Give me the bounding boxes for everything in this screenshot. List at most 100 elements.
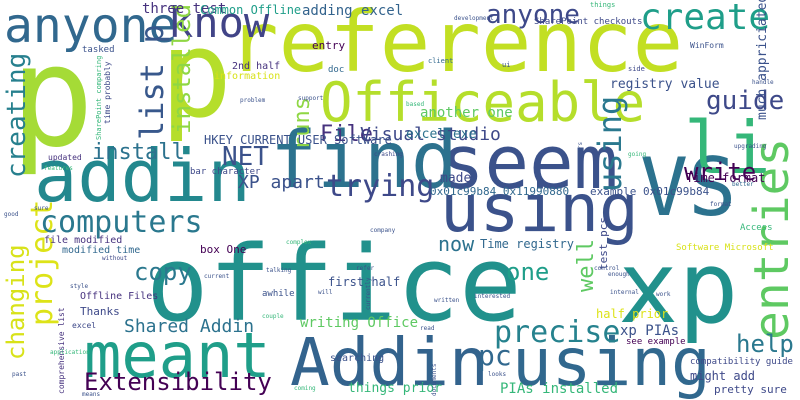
word-read: read bbox=[420, 325, 435, 332]
word-format: format bbox=[710, 201, 732, 208]
word-hkey: HKEY CURRENT USER Software bbox=[204, 133, 392, 147]
word-install: install bbox=[92, 140, 185, 165]
word-xp-pias: xp PIAs bbox=[620, 323, 680, 339]
word-without: without bbox=[102, 255, 128, 262]
word-installed: installed bbox=[168, 3, 196, 134]
word-office: office bbox=[146, 223, 522, 345]
word-doc: doc bbox=[328, 65, 345, 75]
word-updated: updated bbox=[48, 153, 82, 162]
word-file-modified: file modified bbox=[44, 235, 123, 246]
word-side: side bbox=[628, 65, 645, 73]
word-years: years bbox=[577, 141, 584, 160]
word-going: going bbox=[628, 151, 647, 158]
word-file: File bbox=[320, 122, 373, 147]
word-ui: ui bbox=[502, 61, 511, 69]
word-bar-character: bar character bbox=[190, 167, 261, 177]
word-sharepoint-checkouts: SharePoint checkouts bbox=[534, 17, 643, 27]
word-extensibility: Extensibility bbox=[84, 368, 272, 396]
word-pias-installed: PIAs installed bbox=[500, 381, 619, 397]
word-half-prior: half prior bbox=[596, 307, 669, 321]
word-things: things bbox=[590, 1, 616, 9]
word-know: know bbox=[168, 0, 270, 47]
word-thanks: Thanks bbox=[80, 305, 120, 318]
word-write: write bbox=[684, 158, 757, 186]
word-reference: reference bbox=[228, 0, 684, 91]
word-li: li bbox=[684, 106, 771, 190]
word-time-probably: time probably bbox=[103, 61, 112, 124]
word-now: now bbox=[438, 232, 475, 256]
word-seem: seem bbox=[440, 120, 619, 206]
word-computers: computers bbox=[40, 205, 203, 240]
word-shared-addin: Shared Addin bbox=[124, 316, 255, 337]
word-documents: documents bbox=[431, 363, 438, 396]
word-three-test: three test bbox=[142, 1, 227, 17]
word-xp: xp bbox=[618, 229, 739, 346]
word-writing-office: writing Office bbox=[300, 315, 419, 331]
word-find: find bbox=[270, 116, 458, 206]
word-software-microsoft: Software Microsoft bbox=[676, 243, 774, 253]
word-time-format: Time format bbox=[686, 171, 766, 185]
word-net: NET bbox=[222, 142, 269, 172]
word-good: good bbox=[4, 211, 19, 218]
word-precise: precise bbox=[494, 315, 621, 350]
word-past: past bbox=[12, 371, 27, 378]
word-work: work bbox=[656, 291, 671, 298]
word-officeable: Officeable bbox=[320, 71, 646, 134]
word-trying: trying bbox=[326, 169, 435, 204]
word-refer: refer bbox=[356, 265, 375, 272]
word-complex: complex bbox=[286, 239, 312, 246]
word-searching: searching bbox=[330, 353, 385, 364]
word-addin: addin bbox=[34, 134, 251, 218]
word-help: help bbox=[736, 330, 794, 358]
word-looks: looks bbox=[488, 371, 507, 378]
word-entry: entry bbox=[312, 39, 346, 52]
word-excel: excel bbox=[72, 321, 97, 330]
word-anyone-2: anyone bbox=[486, 0, 580, 30]
word-handle: handle bbox=[752, 79, 774, 86]
word-based: based bbox=[406, 101, 425, 108]
word-excel-exe: excel exe bbox=[406, 127, 477, 142]
word-sure: sure bbox=[34, 205, 49, 212]
word-tasked: tasked bbox=[82, 45, 115, 55]
word-client: client bbox=[428, 57, 454, 65]
word-create: create bbox=[640, 0, 771, 38]
word-2nd-half: 2nd half bbox=[232, 61, 281, 72]
word-changing: changing bbox=[2, 244, 30, 360]
word-crashing: crashing bbox=[374, 151, 403, 158]
word-currently: currently bbox=[365, 277, 372, 310]
word-couple: couple bbox=[262, 313, 284, 320]
word-better: better bbox=[732, 181, 754, 188]
word-registry-value: registry value bbox=[610, 77, 720, 92]
word-one: one bbox=[506, 258, 550, 286]
word-company: company bbox=[370, 227, 396, 234]
word-another-one: another one bbox=[420, 105, 513, 121]
word-xp-apart: XP apart bbox=[238, 172, 325, 193]
word-support: support bbox=[298, 95, 324, 102]
word-modified-time: modified time bbox=[62, 245, 141, 256]
word-using-1: using bbox=[440, 170, 639, 247]
word-guide: guide bbox=[706, 86, 785, 116]
word-upgrading: upgrading bbox=[734, 143, 767, 150]
word-hex-pair: 0x01c99b84 0x11990880 bbox=[430, 185, 570, 198]
word-first-half: first half bbox=[328, 275, 401, 289]
word-meant: meant bbox=[84, 319, 271, 392]
word-pc: pc bbox=[478, 339, 512, 372]
word-interested: interested bbox=[474, 293, 511, 300]
word-access: Access bbox=[740, 223, 773, 233]
word-adding-excel: adding excel bbox=[302, 3, 404, 19]
word-enough: enough bbox=[608, 271, 630, 278]
word-using-2: using bbox=[512, 324, 711, 400]
word-information: information bbox=[214, 71, 281, 82]
word-awhile: awhile bbox=[262, 289, 295, 299]
word-offline-files: Offline Files bbox=[80, 291, 159, 302]
word-example-hex: example 0x01c99b84 bbox=[590, 185, 710, 198]
word-current: current bbox=[204, 273, 230, 280]
word-see-example: see example bbox=[626, 337, 686, 347]
word-common-offline: Common Offline bbox=[200, 3, 302, 17]
word-control: control bbox=[594, 265, 620, 272]
word-vs: VS bbox=[640, 141, 737, 234]
word-p-1: p bbox=[10, 16, 95, 179]
word-development: development bbox=[454, 15, 494, 22]
word-problem: problem bbox=[240, 97, 266, 104]
